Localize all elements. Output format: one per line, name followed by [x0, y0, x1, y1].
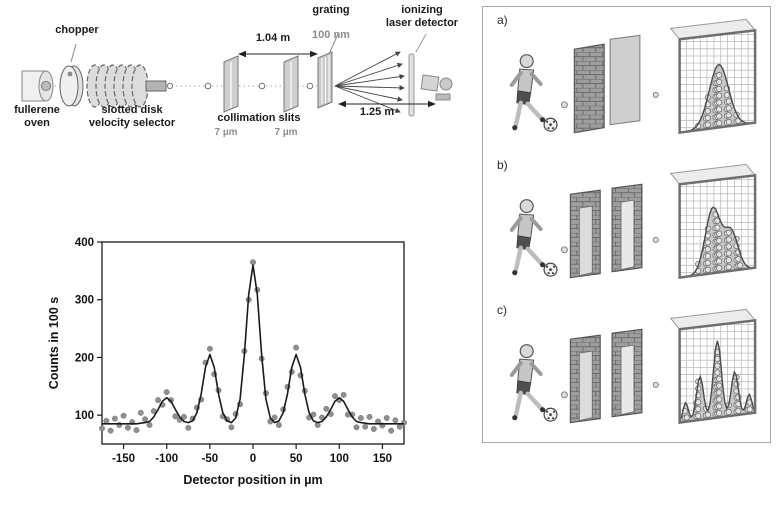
flying-ball	[652, 381, 659, 388]
wall-with-slits	[573, 34, 641, 134]
ball-pile	[681, 348, 753, 422]
panel-b-illustration	[509, 163, 757, 280]
footballer	[509, 54, 546, 131]
svg-text:-150: -150	[112, 453, 135, 465]
fit-curve	[102, 264, 404, 425]
diffraction-chart: -150 -100 -50 0 50 100 150 100 200 300 400 Detector…	[47, 237, 407, 487]
diffracted-beams	[334, 51, 405, 113]
football-analogy-box: a) b) c)	[482, 6, 771, 443]
svg-text:200: 200	[75, 352, 94, 364]
slit1-width-label: 7 µm	[214, 127, 238, 138]
molecular-beamline	[50, 82, 334, 90]
goal-frame	[678, 173, 757, 280]
footballer	[509, 199, 546, 276]
collimation-slit-2	[283, 55, 299, 113]
football	[543, 407, 558, 422]
oven-label: fullerene oven	[14, 104, 60, 129]
distance-arrow-2	[338, 100, 436, 108]
ionizing-laser-detector	[408, 33, 453, 117]
slit2-width-label: 7 µm	[274, 127, 298, 138]
svg-text:400: 400	[75, 237, 94, 249]
velocity-selector-label: slotted disk velocity selector	[88, 104, 176, 129]
svg-text:150: 150	[373, 453, 392, 465]
distribution-outline	[678, 340, 756, 424]
goal-frame	[678, 318, 757, 425]
wall-with-slits	[569, 183, 643, 279]
panel-c-label: c)	[497, 303, 507, 317]
footballer	[509, 344, 546, 421]
panel-c: c)	[483, 297, 770, 442]
svg-text:0: 0	[250, 453, 256, 465]
panel-a: a)	[483, 7, 770, 152]
svg-text:-100: -100	[155, 453, 178, 465]
distance-arrow-1	[238, 50, 318, 58]
diffraction-grating	[317, 33, 339, 109]
grating-period-label: 100 nm	[312, 29, 350, 42]
svg-text:100: 100	[75, 410, 94, 422]
svg-text:50: 50	[290, 453, 303, 465]
panel-b: b)	[483, 152, 770, 297]
distribution-outline	[679, 206, 756, 279]
grating-label: grating 100 nm	[300, 4, 362, 42]
panel-c-illustration	[509, 308, 757, 425]
collimation-slits-label: collimation slits	[217, 112, 301, 124]
football	[543, 262, 558, 277]
wall-with-slits	[569, 328, 643, 424]
chopper-disk	[59, 43, 84, 107]
scatter-points	[99, 259, 407, 434]
panel-a-illustration	[509, 18, 757, 135]
goal-frame	[678, 28, 757, 135]
grating-label-text: grating	[312, 4, 350, 16]
apparatus-schematic	[21, 33, 453, 117]
ball-pile	[695, 72, 742, 129]
flying-ball	[561, 101, 568, 109]
flying-ball	[561, 246, 568, 254]
detector-label: ionizing laser detector	[385, 4, 459, 29]
flying-ball	[561, 391, 568, 399]
distance1-label: 1.04 m	[255, 32, 291, 44]
flying-ball	[652, 91, 659, 98]
distance2-label: 1.25 m	[359, 106, 395, 118]
panel-b-label: b)	[497, 158, 508, 172]
svg-text:100: 100	[330, 453, 349, 465]
y-axis-label: Counts in 100 s	[47, 297, 61, 389]
goal	[669, 18, 757, 135]
x-axis-label: Detector position in µm	[183, 473, 322, 487]
goal	[669, 163, 757, 280]
chopper-label: chopper	[55, 24, 99, 36]
fullerene-oven	[21, 70, 54, 102]
football	[543, 117, 558, 132]
panel-a-label: a)	[497, 13, 508, 27]
collimation-slit-1	[223, 55, 239, 113]
flying-ball	[652, 236, 659, 243]
diffraction-plot: -150 -100 -50 0 50 100 150 100 200 300 400 Detector…	[47, 237, 407, 487]
svg-text:300: 300	[75, 295, 94, 307]
goal	[669, 308, 757, 425]
svg-text:-50: -50	[202, 453, 219, 465]
velocity-selector	[86, 64, 167, 108]
